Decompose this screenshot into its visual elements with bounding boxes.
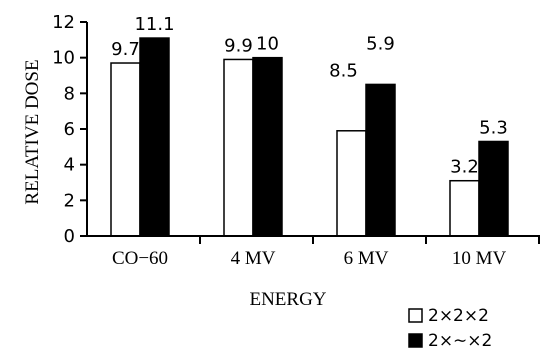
x-tick-label: CO−60 bbox=[112, 248, 168, 269]
data-labels: 9.7 11.1 9.9 10 8.5 5.9 3.25.3 bbox=[111, 14, 508, 178]
legend-swatch-series-2 bbox=[408, 333, 423, 348]
x-axis-label: ENERGY bbox=[249, 289, 326, 310]
data-label: 5.3 bbox=[479, 117, 508, 138]
bar-series-2 bbox=[252, 56, 283, 237]
bar-series-1 bbox=[449, 179, 480, 237]
x-tick-label: 4 MV bbox=[231, 248, 276, 269]
data-label: 9.9 bbox=[224, 35, 253, 56]
x-tick-label: 10 MV bbox=[452, 248, 507, 269]
bars bbox=[110, 37, 509, 237]
x-axis-ticks: CO−60 4 MV 6 MV 10 MV bbox=[112, 236, 540, 269]
bar-series-1 bbox=[336, 130, 367, 237]
y-axis-ticks: 0 2 4 6 8 10 12 bbox=[52, 12, 87, 247]
data-label: 10 bbox=[256, 34, 279, 55]
y-axis-label: RELATIVE DOSE bbox=[22, 59, 43, 204]
y-tick-label: 10 bbox=[52, 48, 75, 69]
data-label: 3.2 bbox=[450, 157, 479, 178]
data-label: 5.9 bbox=[366, 34, 395, 55]
y-tick-label: 2 bbox=[64, 190, 75, 211]
y-tick-label: 6 bbox=[64, 119, 75, 140]
legend-label-series-2: 2×∼×2 bbox=[428, 331, 492, 351]
legend-swatch-series-1 bbox=[408, 308, 423, 323]
bar-series-1 bbox=[223, 58, 254, 237]
bar-series-2 bbox=[365, 83, 396, 237]
y-tick-label: 12 bbox=[52, 12, 75, 33]
legend: 2×2×2 2×∼×2 bbox=[408, 306, 492, 351]
bar-series-1 bbox=[110, 62, 141, 237]
legend-label-series-1: 2×2×2 bbox=[428, 306, 489, 326]
bar-series-2 bbox=[478, 140, 509, 237]
x-tick-label: 6 MV bbox=[344, 248, 389, 269]
y-tick-label: 0 bbox=[64, 226, 75, 247]
bar-series-2 bbox=[139, 37, 170, 237]
data-label: 9.7 bbox=[111, 39, 140, 60]
y-tick-label: 8 bbox=[64, 83, 75, 104]
data-label: 8.5 bbox=[329, 60, 358, 81]
y-tick-label: 4 bbox=[64, 155, 75, 176]
data-label: 11.1 bbox=[134, 14, 174, 35]
